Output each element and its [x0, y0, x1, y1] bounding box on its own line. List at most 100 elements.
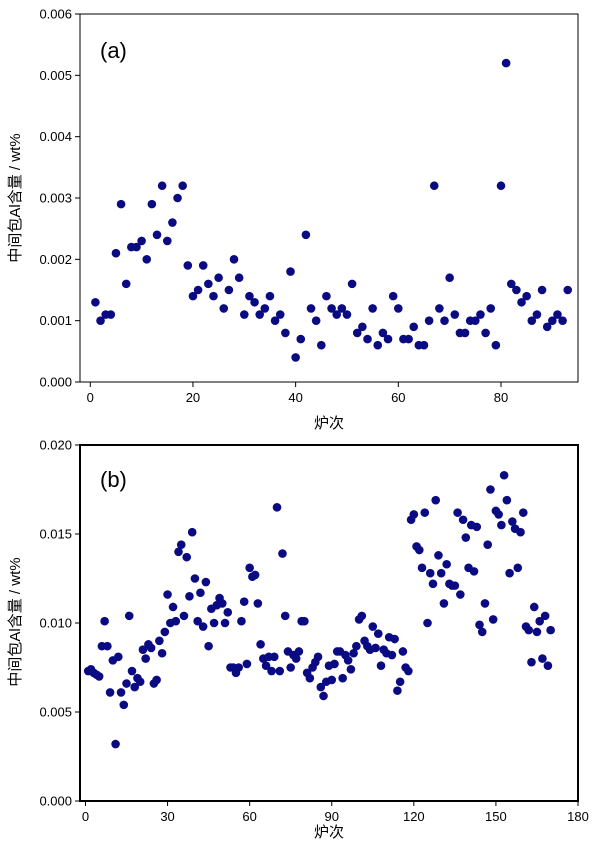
data-point-b-97 [346, 664, 356, 674]
data-point-a-7 [121, 279, 131, 289]
data-point-b-113 [390, 634, 399, 644]
y-tick-label-b-0: 0.000 [39, 794, 72, 809]
data-point-a-78 [486, 304, 496, 313]
data-point-a-45 [317, 340, 326, 350]
data-point-b-27 [155, 636, 164, 646]
data-point-a-37 [275, 310, 285, 319]
x-tick-label-a-3: 60 [391, 390, 405, 405]
data-point-b-128 [431, 495, 441, 505]
data-point-a-13 [152, 230, 162, 240]
data-point-a-5 [111, 248, 121, 258]
data-point-b-168 [540, 611, 550, 621]
data-point-b-80 [300, 616, 309, 626]
data-point-b-112 [387, 650, 397, 660]
x-tick-label-b-6: 180 [567, 809, 589, 824]
data-point-b-21 [138, 645, 148, 654]
data-point-b-13 [116, 688, 126, 697]
data-point-a-76 [476, 310, 485, 319]
data-point-b-62 [250, 570, 260, 580]
data-point-b-130 [436, 568, 446, 578]
data-point-a-80 [496, 181, 506, 191]
scatter-points-b [83, 470, 555, 749]
x-tick-label-a-1: 20 [186, 390, 200, 405]
data-point-a-9 [132, 242, 141, 252]
data-point-b-5 [94, 672, 104, 681]
y-tick-label-b-2: 0.010 [39, 616, 72, 631]
x-tick-label-b-2: 60 [242, 809, 256, 824]
data-point-a-51 [347, 279, 357, 289]
x-tick-label-a-2: 40 [288, 390, 302, 405]
data-point-b-51 [220, 618, 230, 628]
data-point-b-145 [477, 627, 487, 637]
data-point-b-7 [100, 616, 109, 626]
data-point-a-28 [229, 255, 239, 264]
data-point-a-42 [301, 230, 311, 240]
data-point-a-67 [429, 181, 439, 191]
data-point-b-16 [124, 611, 134, 621]
data-point-b-63 [253, 599, 263, 608]
data-point-a-54 [363, 334, 372, 344]
data-point-b-18 [130, 682, 140, 692]
data-point-b-43 [198, 622, 208, 631]
data-point-b-90 [327, 675, 337, 685]
data-point-b-91 [330, 659, 339, 669]
data-point-b-39 [187, 527, 197, 537]
data-point-a-31 [245, 291, 254, 301]
data-point-b-41 [193, 616, 202, 626]
data-point-b-8 [103, 641, 112, 651]
x-axis-ticks-a: 0 20 40 60 80 [87, 382, 508, 405]
data-point-a-82 [506, 279, 516, 289]
data-point-b-57 [237, 616, 246, 626]
y-axis-label-b: 中间包Al含量 / wt% [7, 557, 24, 686]
data-point-b-129 [434, 551, 443, 560]
data-point-a-22 [198, 261, 208, 270]
data-point-b-136 [453, 508, 462, 517]
data-point-b-86 [316, 682, 326, 692]
data-point-a-30 [239, 310, 249, 319]
data-point-a-62 [404, 334, 413, 344]
data-point-b-36 [179, 611, 189, 621]
data-point-a-41 [296, 334, 306, 344]
data-point-b-20 [135, 677, 145, 687]
data-point-b-167 [538, 654, 547, 663]
data-point-b-139 [461, 533, 471, 542]
data-point-a-16 [168, 218, 177, 227]
data-point-a-46 [322, 291, 331, 301]
data-point-b-160 [518, 508, 528, 517]
x-tick-label-b-0: 0 [82, 809, 89, 824]
chart-panel-b: 0 30 60 90 120 150 180 0.0000.0050.0100.0150.0… [7, 438, 589, 842]
data-point-b-143 [472, 522, 482, 532]
data-point-b-56 [234, 663, 243, 672]
data-point-b-60 [245, 563, 254, 573]
data-point-b-132 [442, 559, 451, 569]
chart-panel-a: 0 20 40 60 80 0.000 0.001 0.002 0.003 0.004 0.005… [7, 7, 579, 432]
data-point-a-68 [435, 304, 444, 313]
data-point-a-53 [358, 322, 367, 332]
y-tick-label-b-1: 0.005 [39, 705, 72, 720]
data-point-b-107 [373, 629, 383, 638]
x-axis-label-a: 炉次 [314, 415, 344, 432]
x-tick-label-b-1: 30 [160, 809, 174, 824]
data-point-a-33 [255, 310, 264, 319]
data-point-b-77 [291, 654, 301, 663]
data-point-a-24 [209, 291, 218, 301]
data-point-b-114 [393, 686, 402, 695]
data-point-a-85 [522, 291, 531, 301]
data-point-a-20 [188, 291, 198, 301]
data-point-a-58 [383, 334, 393, 344]
data-point-a-36 [270, 316, 280, 325]
data-point-a-50 [342, 310, 352, 319]
data-point-a-69 [440, 316, 449, 325]
data-point-b-118 [404, 666, 413, 676]
data-point-b-106 [371, 643, 380, 653]
data-point-b-32 [168, 602, 178, 612]
data-point-b-142 [469, 567, 479, 576]
data-point-a-93 [563, 285, 573, 295]
data-point-a-83 [512, 285, 521, 295]
data-point-a-79 [491, 340, 501, 350]
data-point-a-70 [445, 273, 454, 283]
data-point-b-123 [417, 563, 427, 573]
data-point-a-91 [553, 310, 562, 319]
y-tick-label-a-0: 0.000 [39, 375, 72, 390]
